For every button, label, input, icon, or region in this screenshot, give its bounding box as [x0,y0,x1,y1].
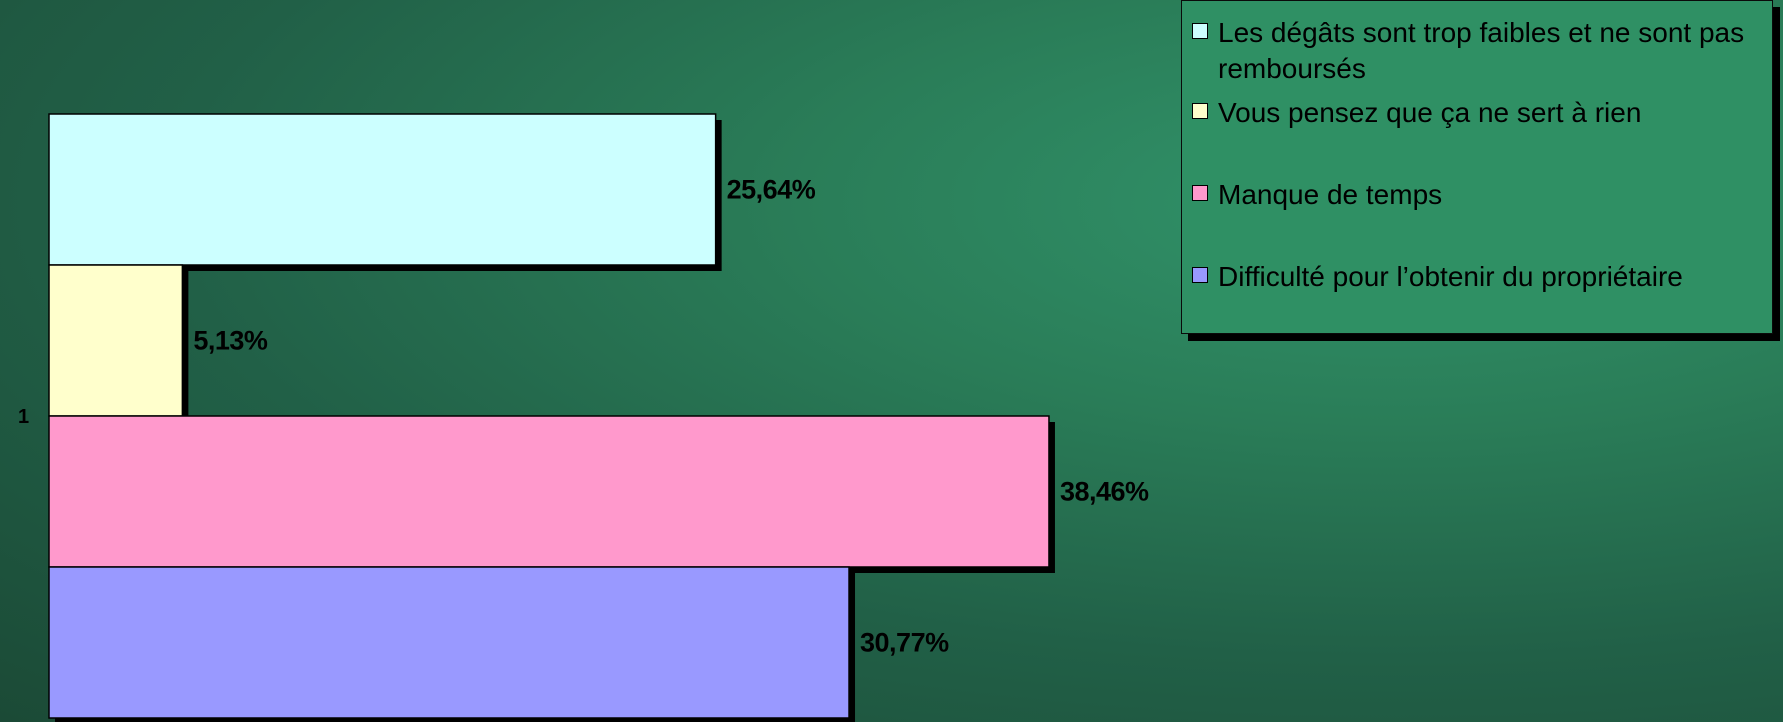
legend-swatch [1192,23,1208,39]
legend-swatch [1192,185,1208,201]
data-label: 5,13% [193,326,268,356]
bar [48,566,850,719]
legend-swatch [1192,103,1208,119]
legend-label: Manque de temps [1218,179,1443,210]
legend-item: Vous pensez que ça ne sert à rien [1192,95,1766,131]
legend-label: Difficulté pour l’obtenir du propriétair… [1218,261,1683,292]
legend-swatch [1192,267,1208,283]
category-label: 1 [18,406,29,428]
legend-label: Vous pensez que ça ne sert à rien [1218,97,1642,128]
bar [48,264,184,417]
bar [48,415,1050,568]
legend-label: Les dégâts sont trop faibles et ne sont … [1218,17,1745,84]
legend-item: Les dégâts sont trop faibles et ne sont … [1192,15,1766,87]
bar [48,113,717,266]
data-label: 25,64% [727,175,816,205]
data-label: 38,46% [1060,477,1149,507]
data-label: 30,77% [860,628,949,658]
bars-group: 25,64% 5,13% 38,46% 30,77% [48,113,1150,722]
legend: Les dégâts sont trop faibles et ne sont … [1181,0,1773,334]
legend-item: Difficulté pour l’obtenir du propriétair… [1192,259,1766,295]
legend-item: Manque de temps [1192,177,1766,213]
